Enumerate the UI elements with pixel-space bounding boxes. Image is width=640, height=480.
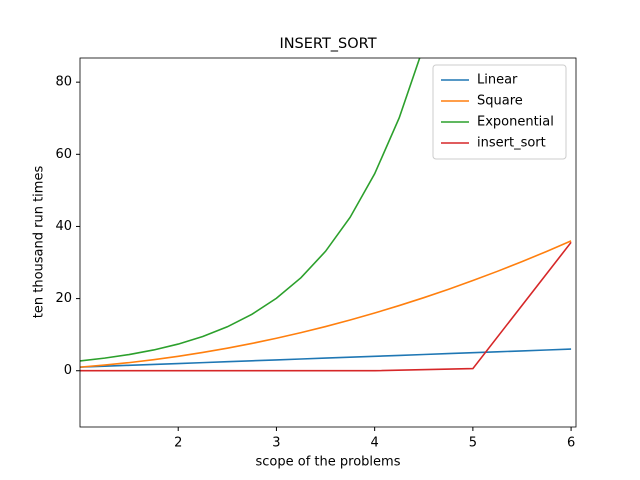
- y-tick-label: 20: [55, 291, 72, 306]
- y-tick-label: 0: [64, 363, 72, 378]
- x-tick-label: 2: [174, 436, 182, 451]
- y-tick-label: 60: [55, 147, 72, 162]
- legend-box: [432, 64, 567, 160]
- legend-label: Square: [477, 94, 523, 109]
- series-line: [80, 241, 572, 372]
- x-tick-label: 5: [469, 436, 477, 451]
- y-tick-label: 80: [55, 75, 72, 90]
- y-tick-label: 40: [55, 219, 72, 234]
- legend-label: Exponential: [477, 115, 554, 130]
- plot-area: [80, 58, 572, 372]
- series-line: [80, 348, 572, 368]
- x-tick-label: 6: [567, 436, 575, 451]
- series-line: [80, 58, 421, 362]
- chart-title: INSERT_SORT: [279, 36, 376, 52]
- axes-frame: [79, 57, 577, 428]
- series-line: [80, 240, 572, 368]
- x-axis-label: scope of the problems: [256, 455, 401, 470]
- x-tick-label: 4: [371, 436, 379, 451]
- legend-label: insert_sort: [477, 136, 546, 151]
- x-tick-label: 3: [272, 436, 280, 451]
- y-axis-label: ten thousand run times: [32, 166, 47, 319]
- legend-label: Linear: [477, 73, 518, 88]
